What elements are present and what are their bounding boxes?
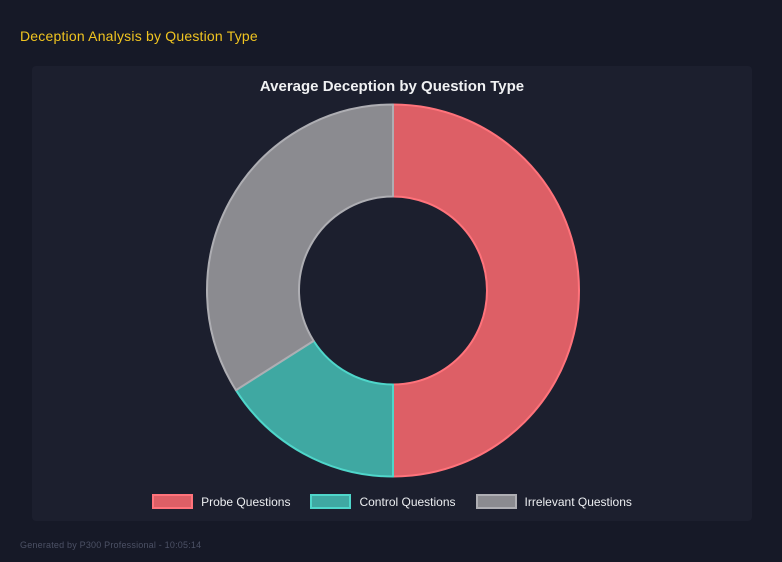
legend-item-probe-questions[interactable]: Probe Questions	[152, 494, 290, 509]
donut-segment-probe-questions[interactable]	[392, 103, 580, 478]
donut-segment-irrelevant-questions[interactable]	[206, 103, 394, 392]
footer-text: Generated by P300 Professional - 10:05:1…	[20, 540, 202, 550]
legend-label: Irrelevant Questions	[524, 494, 632, 509]
chart-legend: Probe Questions Control Questions Irreleva…	[32, 494, 752, 509]
legend-label: Control Questions	[359, 494, 456, 509]
chart-title: Average Deception by Question Type	[259, 78, 525, 95]
legend-swatch-irrelevant-questions	[475, 494, 517, 509]
page-title: Deception Analysis by Question Type	[20, 28, 258, 44]
legend-item-control-questions[interactable]: Control Questions	[310, 494, 456, 509]
chart-panel: Average Deception by Question Type Probe…	[32, 66, 752, 521]
legend-item-irrelevant-questions[interactable]: Irrelevant Questions	[475, 494, 632, 509]
legend-swatch-control-questions	[310, 494, 352, 509]
legend-swatch-probe-questions	[152, 494, 194, 509]
donut-chart[interactable]	[32, 66, 752, 521]
donut-segment-control-questions[interactable]	[234, 339, 394, 478]
legend-label: Probe Questions	[201, 494, 291, 509]
